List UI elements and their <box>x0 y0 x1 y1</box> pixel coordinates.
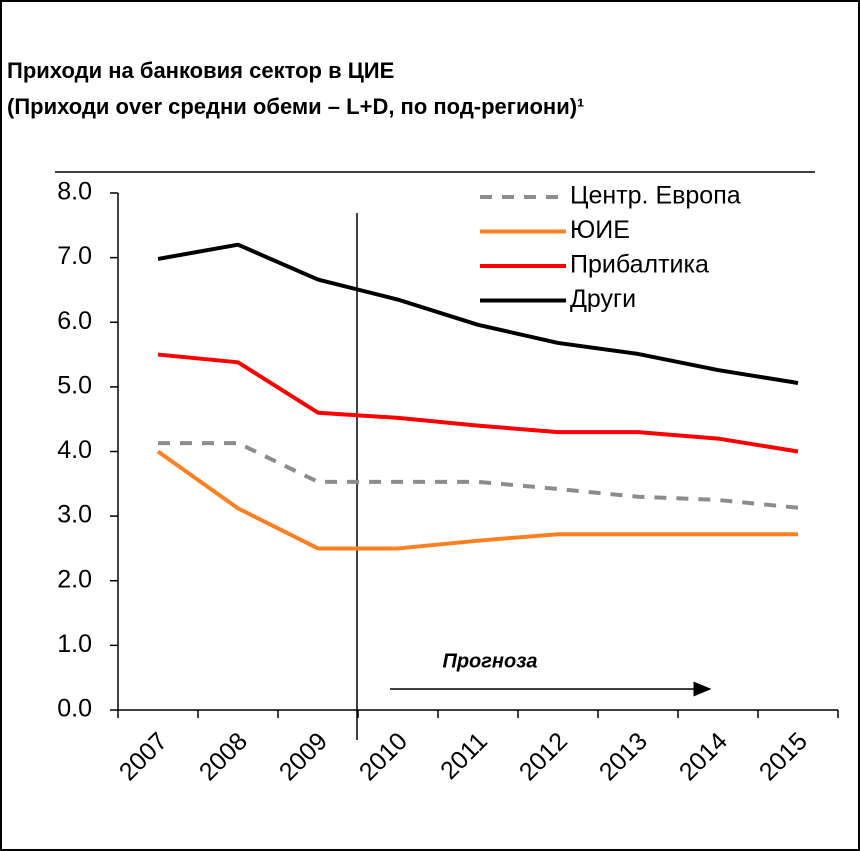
chart-subtitle: (Приходи over средни обеми – L+D, по под… <box>7 94 584 119</box>
chart-title: Приходи на банковия сектор в ЦИЕ <box>7 58 394 83</box>
y-tick-label: 8.0 <box>57 178 92 206</box>
series-line <box>157 242 799 385</box>
legend-label: Центр. Европа <box>570 182 741 210</box>
legend-label: Други <box>570 285 636 313</box>
legend-label: Прибалтика <box>570 251 709 279</box>
series-line <box>156 449 798 551</box>
y-tick-label: 3.0 <box>57 501 92 529</box>
y-tick-label: 7.0 <box>57 242 92 270</box>
y-tick-label: 6.0 <box>57 307 92 335</box>
y-tick-label: 0.0 <box>57 695 92 723</box>
legend-label: ЮИЕ <box>570 216 630 244</box>
y-tick-label: 2.0 <box>57 565 92 593</box>
y-tick-label: 5.0 <box>57 371 92 399</box>
series-line <box>157 352 799 454</box>
y-tick-label: 4.0 <box>57 436 92 464</box>
annotation: Прогноза <box>442 650 537 672</box>
y-tick-label: 1.0 <box>57 630 92 658</box>
